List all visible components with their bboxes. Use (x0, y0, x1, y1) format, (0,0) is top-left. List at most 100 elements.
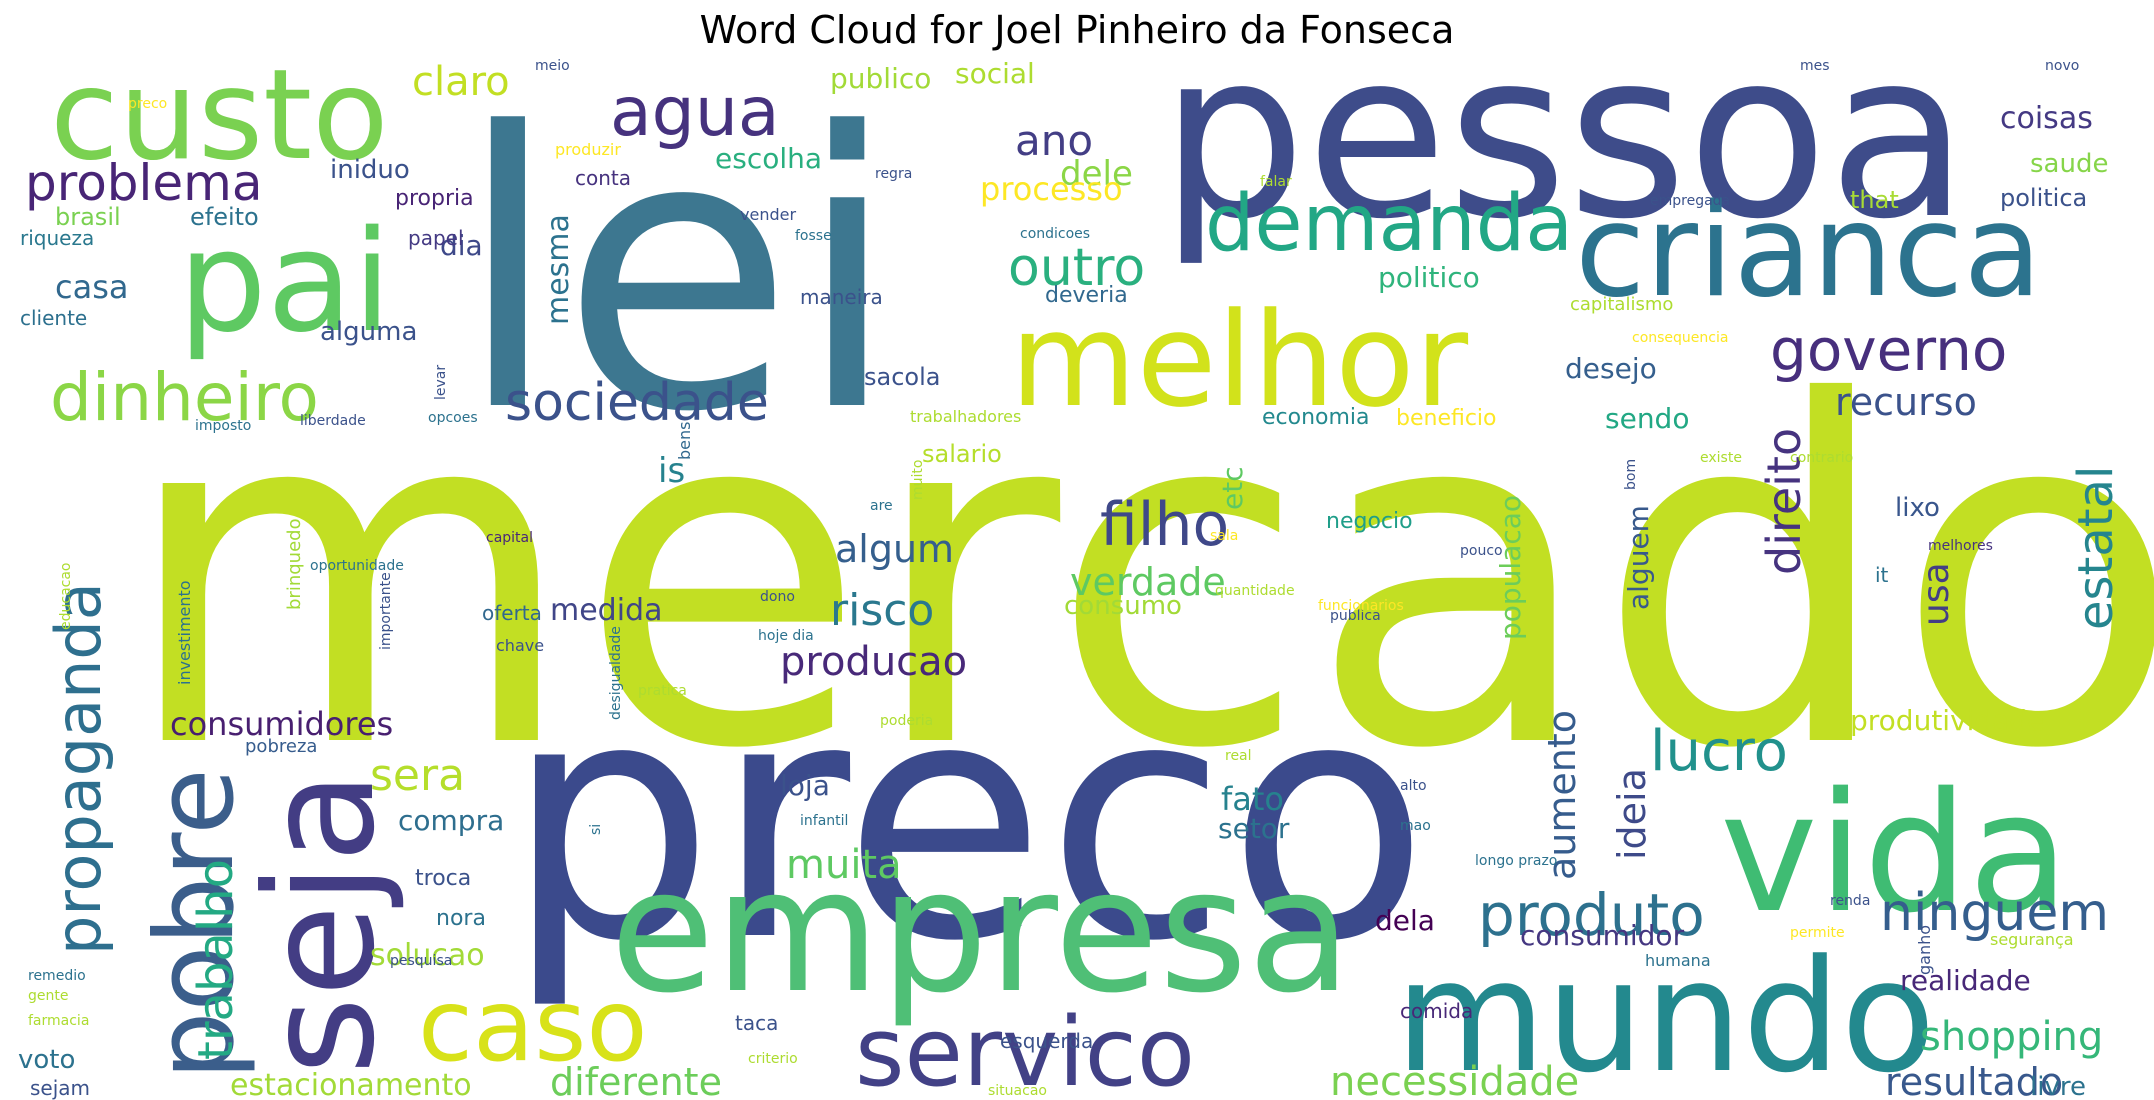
word-brinquedo: brinquedo (284, 518, 305, 610)
word-remedio: remedio (28, 968, 86, 984)
word-beneficio: beneficio (1396, 406, 1497, 431)
word-melhores: melhores (1928, 538, 1993, 554)
word-meio: meio (535, 58, 570, 74)
word-longo-prazo: longo prazo (1475, 853, 1557, 869)
word-renda: renda (1830, 893, 1870, 909)
word-economia: economia (1262, 405, 1370, 430)
word-pessoa: pessoa (1160, 3, 1969, 270)
word-maneira: maneira (800, 285, 883, 309)
word-shopping: shopping (1920, 1014, 2103, 1060)
word-segurança: segurança (1990, 930, 2074, 949)
word-troca: troca (415, 866, 471, 891)
word-pouco: pouco (1460, 543, 1503, 559)
word-etc: etc (1216, 466, 1249, 510)
word-dinheiro: dinheiro (50, 359, 319, 436)
word-contrario: contrario (1790, 450, 1853, 466)
word-educacao: educacao (58, 563, 74, 631)
word-pratica: pratica (638, 683, 687, 699)
word-empregada: empregada (1650, 193, 1730, 209)
word-muita: muita (786, 842, 902, 888)
word-mercado: mercado (120, 304, 2154, 851)
word-necessidade: necessidade (1330, 1059, 1579, 1100)
word-populacao: populacao (1494, 495, 1527, 640)
word-situacao: situacao (988, 1083, 1047, 1099)
word-hoje-dia: hoje dia (758, 628, 814, 644)
word-it: it (1875, 563, 1889, 587)
word-voto: voto (18, 1045, 75, 1075)
word-propria: propria (395, 186, 474, 211)
word-dia: dia (440, 229, 483, 262)
word-esquerda: esquerda (1000, 1029, 1093, 1053)
word-real: real (1225, 748, 1252, 764)
word-infantil: infantil (800, 813, 848, 829)
word-papel: papel (408, 226, 464, 250)
word-muito: muito (910, 460, 926, 500)
word-oferta: oferta (482, 601, 542, 625)
word-consequencia: consequencia (1632, 330, 1728, 346)
word-ano: ano (1015, 116, 1093, 165)
word-imposto: imposto (195, 418, 251, 434)
chart-title: Word Cloud for Joel Pinheiro da Fonseca (699, 8, 1455, 52)
word-custo: custo (50, 43, 389, 188)
word-falar: falar (1260, 174, 1292, 190)
word-compra: compra (398, 804, 504, 837)
word-sendo: sendo (1605, 402, 1689, 435)
word-that: that (1850, 186, 1899, 214)
word-risco: risco (830, 585, 934, 636)
word-solucao: solucao (370, 938, 485, 973)
word-claro: claro (412, 59, 510, 105)
word-crianca: crianca (1575, 177, 2042, 326)
word-estacionamento: estacionamento (230, 1068, 472, 1100)
word-quantidade: quantidade (1215, 583, 1295, 599)
word-si: si (588, 824, 604, 835)
word-sala: sala (1210, 528, 1238, 544)
word-algum: algum (835, 527, 954, 571)
word-coisas: coisas (2000, 101, 2093, 136)
word-gente: gente (28, 988, 68, 1004)
word-funcionarios: funcionarios (1318, 598, 1404, 614)
word-governo: governo (1770, 316, 2007, 384)
word-producao: producao (780, 639, 967, 685)
word-empresa: empresa (610, 833, 1352, 1031)
word-nora: nora (436, 906, 486, 931)
word-oportunidade: oportunidade (310, 558, 404, 574)
word-conta: conta (575, 166, 631, 190)
word-criterio: criterio (748, 1051, 798, 1067)
word-cliente: cliente (20, 306, 87, 330)
word-poderia: poderia (880, 713, 933, 729)
word-fato: fato (1221, 780, 1284, 818)
word-resultado: resultado (1885, 1060, 2063, 1100)
word-bens: bens (675, 422, 694, 460)
word-produtividade: produtividade (1850, 704, 2044, 737)
word-alto: alto (1400, 778, 1427, 794)
word-humana: humana (1645, 951, 1711, 970)
word-usa: usa (1916, 562, 1957, 626)
word-ideia: ideia (1610, 768, 1654, 860)
word-lixo: lixo (1895, 493, 1940, 523)
word-pobreza: pobreza (245, 736, 317, 757)
word-efeito: efeito (190, 203, 259, 231)
word-regra: regra (875, 166, 912, 182)
word-bom: bom (1623, 459, 1639, 490)
word-negocio: negocio (1326, 509, 1413, 534)
word-pobre: pobre (133, 768, 258, 1080)
word-direito: direito (1757, 428, 1811, 575)
word-brasil: brasil (55, 203, 121, 231)
word-deveria: deveria (1045, 283, 1128, 308)
word-mundo: mundo (1395, 926, 1936, 1100)
word-taca: taca (735, 1011, 778, 1035)
word-trabalho: trabalho (188, 859, 244, 1060)
word-trabalhadores: trabalhadores (910, 407, 1021, 426)
word-publica: publica (1330, 608, 1381, 624)
word-diferente: diferente (550, 1060, 722, 1100)
word-comida: comida (1400, 999, 1473, 1023)
word-consumo: consumo (1064, 591, 1182, 621)
word-problema: problema (25, 154, 263, 212)
word-salario: salario (922, 440, 1002, 468)
word-sera: sera (370, 750, 465, 801)
word-iniduo: iniduo (330, 155, 410, 185)
word-livre: livre (2030, 1072, 2086, 1100)
word-saude: saude (2030, 149, 2108, 179)
word-pesquisa: pesquisa (390, 953, 452, 969)
